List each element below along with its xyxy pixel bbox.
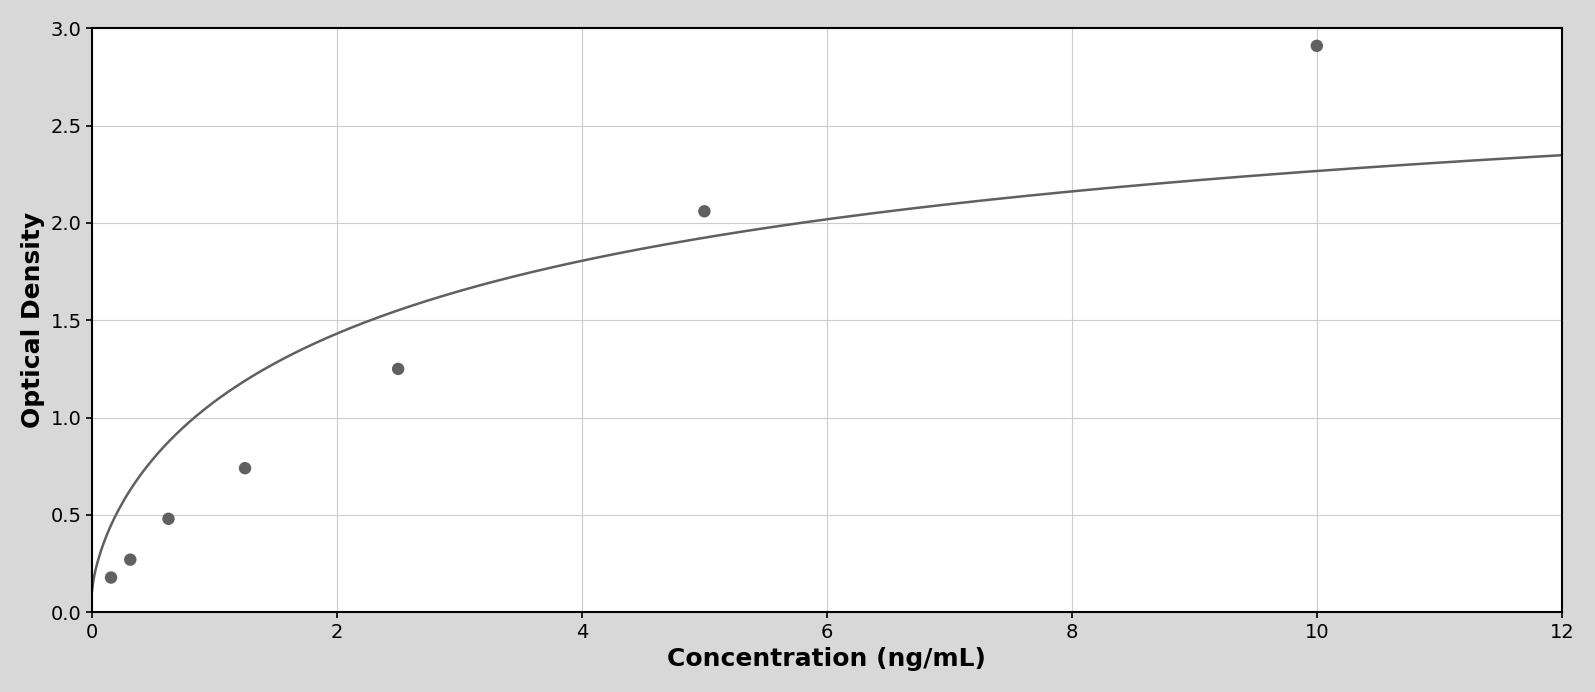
Point xyxy=(156,513,182,525)
Point xyxy=(386,363,412,374)
X-axis label: Concentration (ng/mL): Concentration (ng/mL) xyxy=(667,647,986,671)
Point xyxy=(99,572,124,583)
Point xyxy=(233,463,258,474)
Point xyxy=(118,554,144,565)
Point xyxy=(692,206,718,217)
Y-axis label: Optical Density: Optical Density xyxy=(21,212,45,428)
Point xyxy=(1305,40,1330,51)
